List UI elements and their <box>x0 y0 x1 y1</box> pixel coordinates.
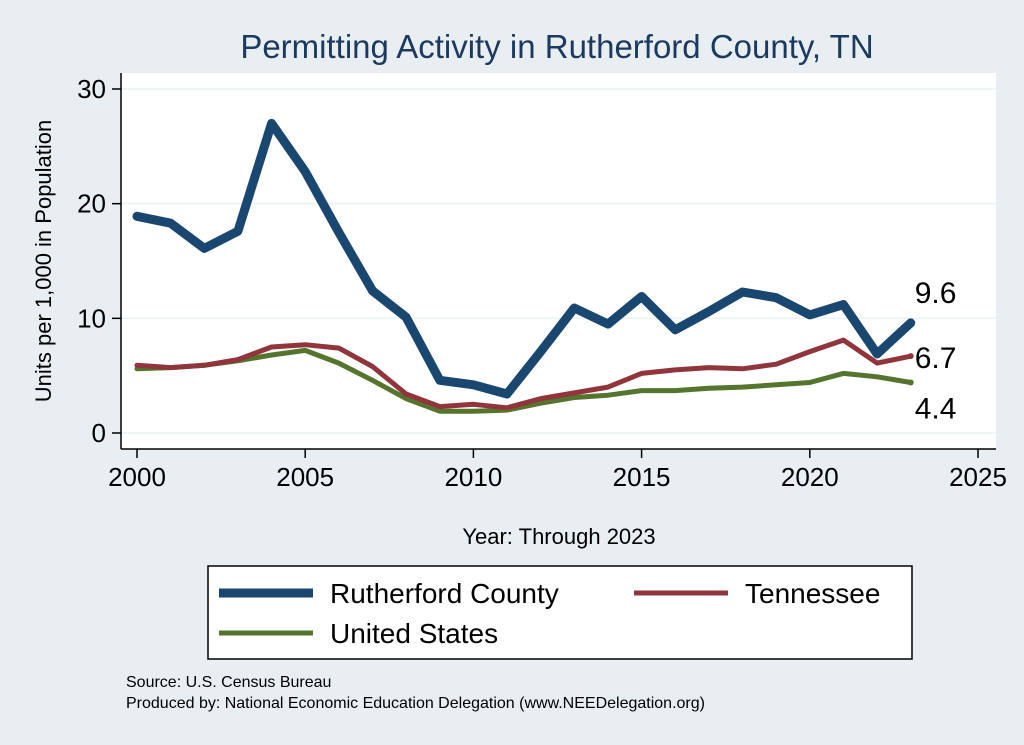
x-tick-label-2020: 2020 <box>781 462 839 492</box>
x-tick-label-2000: 2000 <box>108 462 166 492</box>
y-tick-label-0: 0 <box>92 418 106 448</box>
legend-label-rutherford: Rutherford County <box>330 578 559 609</box>
legend-label-tennessee: Tennessee <box>745 578 880 609</box>
x-tick-label-2025: 2025 <box>949 462 1007 492</box>
y-tick-label-30: 30 <box>77 74 106 104</box>
y-tick-label-10: 10 <box>77 303 106 333</box>
series-line-tennessee <box>134 337 914 411</box>
end-label-tennessee: 6.7 <box>915 342 957 375</box>
series-line-united-states <box>134 347 914 414</box>
x-tick-label-2015: 2015 <box>613 462 671 492</box>
x-tick-label-2010: 2010 <box>444 462 502 492</box>
series-line-rutherford-county <box>132 118 916 399</box>
end-label-rutherford-county: 9.6 <box>915 277 957 310</box>
plot-area <box>121 73 996 449</box>
source-note: Source: U.S. Census Bureau <box>126 674 331 691</box>
end-point-united-states <box>907 379 914 386</box>
y-axis-label: Units per 1,000 in Population <box>31 120 56 403</box>
legend-label-united-states: United States <box>330 618 498 649</box>
series-lines <box>132 118 916 414</box>
axes: 0 10 20 30 2000 2005 2010 2015 2020 2025 <box>77 73 1007 492</box>
end-label-united-states: 4.4 <box>915 393 957 426</box>
x-tick-label-2005: 2005 <box>276 462 334 492</box>
x-axis-label: Year: Through 2023 <box>462 524 655 549</box>
end-point-rutherford-county <box>908 320 913 325</box>
chart-title: Permitting Activity in Rutherford County… <box>240 28 873 65</box>
y-tick-label-20: 20 <box>77 189 106 219</box>
end-point-tennessee <box>907 353 914 360</box>
end-labels: 9.6 6.7 4.4 <box>915 277 957 426</box>
legend-box <box>207 565 913 660</box>
legend: Rutherford County Tennessee United State… <box>207 565 913 660</box>
producer-note: Produced by: National Economic Education… <box>126 695 705 712</box>
